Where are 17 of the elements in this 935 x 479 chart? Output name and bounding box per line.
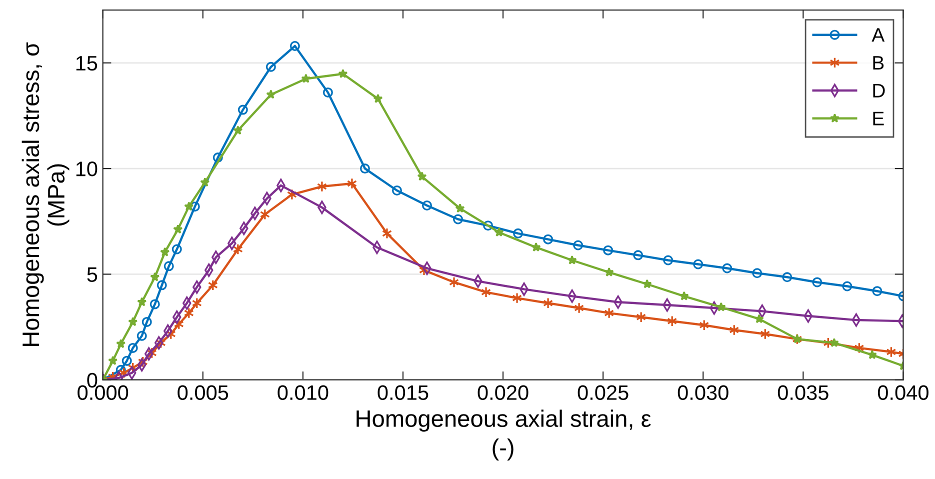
y-tick-label: 5 — [87, 267, 98, 282]
x-axis-title: Homogeneous axial strain, ε (-) — [356, 410, 651, 461]
x-tick-label: 0.015 — [378, 385, 428, 400]
legend-label: D — [873, 84, 885, 98]
legend-label: E — [873, 112, 884, 126]
y-axis-title: Homogeneous axial stress, σ (MPa) — [22, 42, 70, 346]
x-tick-label: 0.030 — [678, 385, 728, 400]
legend-label: B — [873, 56, 884, 70]
legend-label: A — [872, 28, 885, 42]
x-tick-label: 0.005 — [178, 385, 228, 400]
x-tick-label: 0.035 — [778, 385, 828, 400]
x-tick-label: 0.025 — [578, 385, 628, 400]
x-tick-label: 0.020 — [478, 385, 528, 400]
x-tick-label: 0.010 — [278, 385, 328, 400]
y-tick-label: 15 — [76, 56, 98, 71]
y-tick-label: 10 — [76, 162, 98, 176]
x-tick-label: 0.040 — [878, 385, 928, 400]
